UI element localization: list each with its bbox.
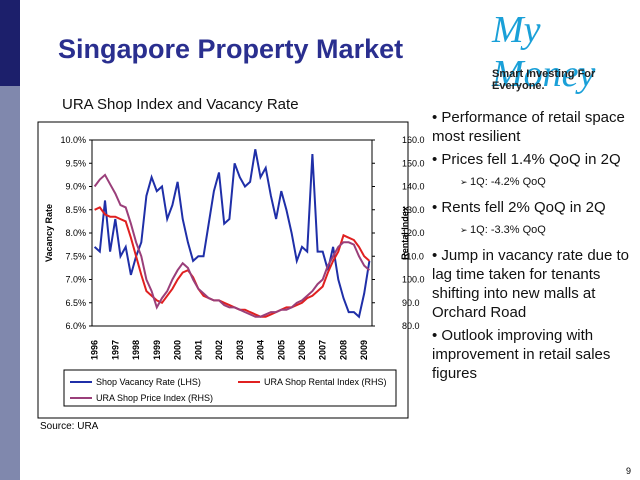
- y2-tick-label: 130.0: [402, 205, 425, 215]
- x-tick-label: 2001: [193, 340, 203, 360]
- x-tick-label: 2006: [297, 340, 307, 360]
- legend: [63, 369, 397, 407]
- y2-tick-label: 80.0: [402, 321, 420, 331]
- y2-tick-label: 100.0: [402, 275, 425, 285]
- chart-title: URA Shop Index and Vacancy Rate: [62, 96, 299, 113]
- logo: My Money: [492, 9, 596, 95]
- series-line: [93, 149, 371, 319]
- y2-tick-label: 110.0: [402, 251, 424, 261]
- source: Source: URA: [40, 421, 99, 432]
- x-tick-label: 2004: [256, 340, 266, 360]
- y2-axis-title: Rental Index: [400, 206, 410, 260]
- y-tick-label: 9.5%: [65, 158, 86, 168]
- page-number: 9: [626, 466, 632, 476]
- x-tick-label: 1998: [131, 340, 141, 360]
- x-tick-label: 1999: [152, 340, 162, 360]
- x-tick-label: 1997: [110, 340, 120, 360]
- legend-label: URA Shop Price Index (RHS): [96, 393, 213, 403]
- plot-area: [91, 139, 373, 327]
- bullet: Jump in vacancy rate due to lag time tak…: [432, 246, 632, 322]
- bullet: Outlook improving with improvement in re…: [432, 326, 632, 383]
- y-tick-label: 7.0%: [65, 275, 86, 285]
- y-tick-label: 8.0%: [65, 228, 86, 238]
- legend-label: URA Shop Rental Index (RHS): [264, 377, 387, 387]
- side-strip: [0, 86, 20, 480]
- x-tick-label: 1996: [90, 340, 100, 360]
- series-line: [94, 206, 371, 318]
- x-tick-label: 2005: [276, 340, 286, 360]
- y-tick-label: 6.5%: [65, 298, 86, 308]
- y-tick-label: 9.0%: [65, 182, 86, 192]
- x-tick-label: 2008: [338, 340, 348, 360]
- x-tick-label: 2003: [235, 340, 245, 360]
- x-tick-label: 2000: [173, 340, 183, 360]
- legend-label: Shop Vacancy Rate (LHS): [96, 377, 201, 387]
- slide-title: Singapore Property Market: [58, 34, 404, 64]
- x-tick-label: 2002: [214, 340, 224, 360]
- sub-bullet: 1Q: -4.2% QoQ: [460, 173, 632, 192]
- sub-bullet: 1Q: -3.3% QoQ: [460, 221, 632, 240]
- y-tick-label: 6.0%: [65, 321, 86, 331]
- bullet: Performance of retail space most resilie…: [432, 108, 632, 146]
- side-strip: [0, 0, 20, 86]
- y2-tick-label: 160.0: [402, 135, 425, 145]
- bullet: Prices fell 1.4% QoQ in 2Q: [432, 150, 632, 169]
- x-tick-label: 2007: [318, 340, 328, 360]
- y2-tick-label: 120.0: [402, 228, 425, 238]
- x-tick-label: 2009: [359, 340, 369, 360]
- bullet: Rents fell 2% QoQ in 2Q: [432, 198, 632, 217]
- y-tick-label: 10.0%: [60, 135, 86, 145]
- y-tick-label: 8.5%: [65, 205, 86, 215]
- y2-tick-label: 140.0: [402, 182, 425, 192]
- y2-tick-label: 90.0: [402, 298, 420, 308]
- y-axis-title: Vacancy Rate: [44, 204, 54, 262]
- series-line: [93, 173, 371, 318]
- tagline: Smart Investing For Everyone.: [492, 68, 596, 92]
- y2-tick-label: 150.0: [402, 158, 425, 168]
- y-tick-label: 7.5%: [65, 251, 86, 261]
- bullet-list: Performance of retail space most resilie…: [432, 108, 632, 387]
